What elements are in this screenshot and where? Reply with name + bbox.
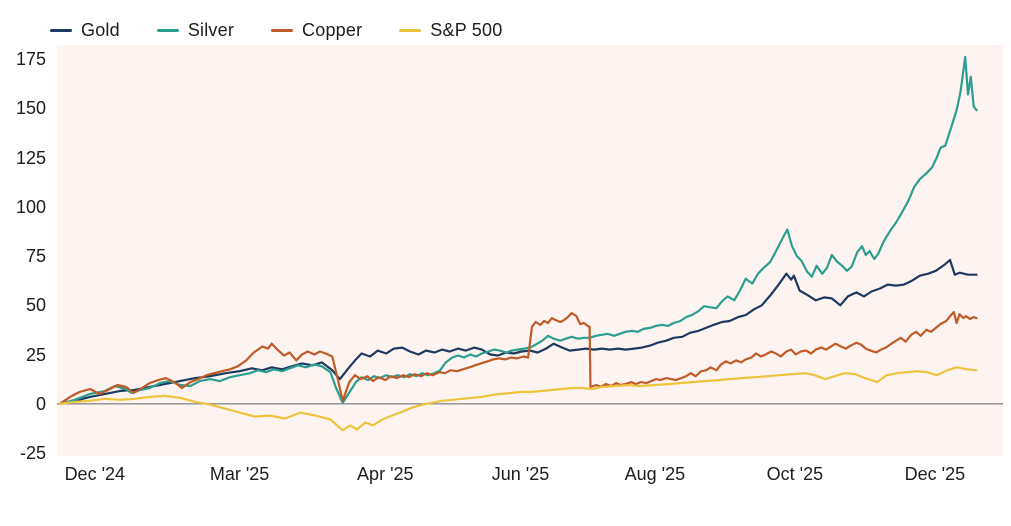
y-tick-label-150: 150	[15, 98, 46, 119]
legend-item-silver[interactable]: Silver	[156, 19, 235, 41]
x-tick-label-1: Dec '24	[64, 464, 126, 484]
y-tick-label-175: 175	[15, 49, 46, 69]
x-tick-label-5: Aug '25	[624, 464, 686, 484]
legend-item-copper[interactable]: Copper	[271, 20, 362, 41]
y-tick-label-0: 0	[35, 393, 46, 414]
x-tick-label-2: Mar '25	[209, 464, 270, 484]
y-tick-label-75: 75	[25, 246, 46, 266]
y-tick-label-125: 125	[15, 147, 46, 168]
legend-label-sp500: S&P 500	[430, 19, 503, 40]
legend-label-gold: Gold	[81, 19, 120, 40]
x-tick-label-6: Oct '25	[766, 464, 824, 484]
legend-label-silver: Silver	[187, 19, 235, 40]
legend-label-copper: Copper	[302, 19, 363, 40]
plot-area[interactable]	[57, 45, 1003, 456]
legend-swatch-silver	[156, 28, 179, 32]
legend-item-gold[interactable]: Gold	[50, 20, 120, 41]
chart-svg	[57, 55, 1003, 432]
legend-swatch-copper	[271, 28, 294, 32]
x-tick-label-4: Jun '25	[491, 464, 550, 484]
x-tick-label-7: Dec '25	[904, 464, 966, 484]
series-line-silver	[58, 55, 978, 405]
series-line-copper	[58, 311, 978, 405]
x-tick-label-3: Apr '25	[357, 464, 414, 484]
legend-item-sp500[interactable]: S&P 500	[399, 20, 502, 41]
y-tick-label-100: 100	[15, 196, 46, 217]
chart-legend: Gold Silver Copper S&P 500	[50, 17, 502, 43]
legend-swatch-gold	[50, 28, 72, 32]
y-tick-label-25: 25	[25, 344, 46, 365]
series-line-sp500	[58, 366, 978, 432]
legend-swatch-sp500	[399, 28, 422, 32]
y-tick-label-50: 50	[25, 295, 46, 316]
y-tick-label--25: -25	[19, 443, 46, 463]
